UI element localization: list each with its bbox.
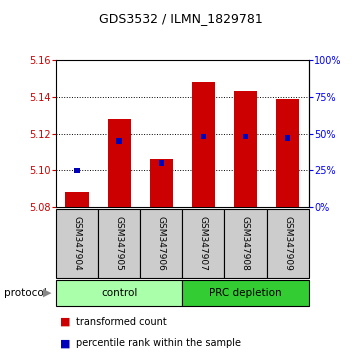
Text: GSM347908: GSM347908 [241,216,250,271]
Bar [150,159,173,207]
Text: ■: ■ [60,338,70,348]
Bar [98,209,140,278]
Bar [56,209,98,278]
Text: PRC depletion: PRC depletion [209,288,282,298]
Bar [192,82,215,207]
Text: GDS3532 / ILMN_1829781: GDS3532 / ILMN_1829781 [99,12,262,25]
Bar [116,138,122,144]
Bar [266,209,309,278]
Bar [201,134,206,139]
Text: transformed count: transformed count [76,317,166,327]
Bar [243,134,248,139]
Text: ■: ■ [60,317,70,327]
Bar [140,209,182,278]
Text: control: control [101,288,137,298]
Bar [182,280,309,306]
Bar [65,193,88,207]
Bar [225,209,266,278]
Bar [108,119,131,207]
Text: percentile rank within the sample: percentile rank within the sample [76,338,241,348]
Text: GSM347909: GSM347909 [283,216,292,271]
Text: GSM347906: GSM347906 [157,216,166,271]
Text: GSM347905: GSM347905 [115,216,123,271]
Text: protocol: protocol [4,288,46,298]
Bar [234,91,257,207]
Bar [74,167,80,173]
Bar [158,160,164,166]
Text: ▶: ▶ [43,288,51,298]
Bar [56,280,182,306]
Text: GSM347907: GSM347907 [199,216,208,271]
Text: GSM347904: GSM347904 [73,216,82,271]
Bar [182,209,225,278]
Bar [285,135,290,141]
Bar [276,99,299,207]
